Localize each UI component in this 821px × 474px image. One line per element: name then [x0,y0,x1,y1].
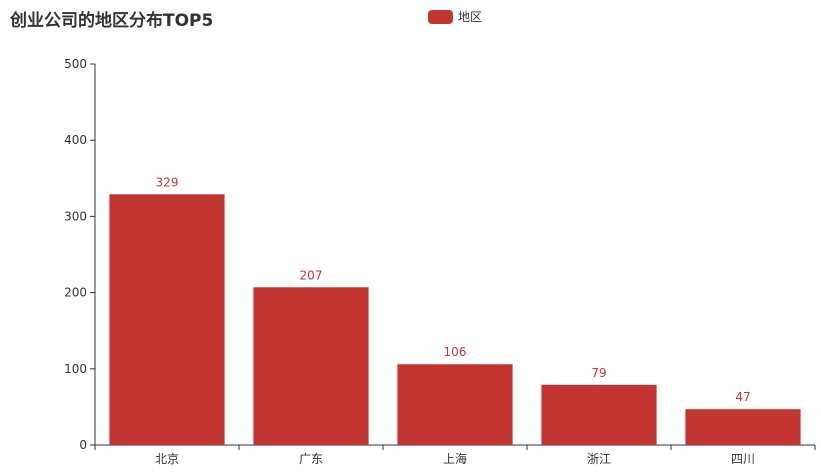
x-tick-label: 浙江 [587,452,611,466]
y-tick-label: 0 [79,438,87,452]
x-tick-label: 上海 [443,451,467,466]
y-tick-label: 400 [64,133,87,147]
data-label: 329 [156,175,179,189]
bar [541,384,657,445]
y-tick-label: 100 [64,362,87,376]
data-label: 106 [444,345,467,359]
bar [397,364,513,445]
bars [109,194,801,445]
legend[interactable]: 地区 [428,8,482,25]
x-tick-label: 广东 [299,452,323,466]
y-tick-label: 300 [64,209,87,223]
data-label: 47 [735,390,750,404]
data-labels: 329 207 106 79 47 [156,175,751,404]
x-tick-label: 四川 [731,452,755,466]
legend-swatch [428,9,453,24]
chart-title: 创业公司的地区分布TOP5 [10,11,214,31]
y-tick-label: 500 [64,57,87,71]
y-axis: 0 100 200 300 400 500 [64,57,96,452]
x-axis: 北京 广东 上海 浙江 四川 [94,444,816,466]
data-label: 207 [300,268,323,282]
bar [109,194,225,445]
data-label: 79 [591,366,606,380]
x-tick-label: 北京 [155,452,179,466]
legend-label: 地区 [458,10,483,24]
y-tick-label: 200 [64,286,87,300]
bar [253,287,369,445]
bar [685,409,801,445]
